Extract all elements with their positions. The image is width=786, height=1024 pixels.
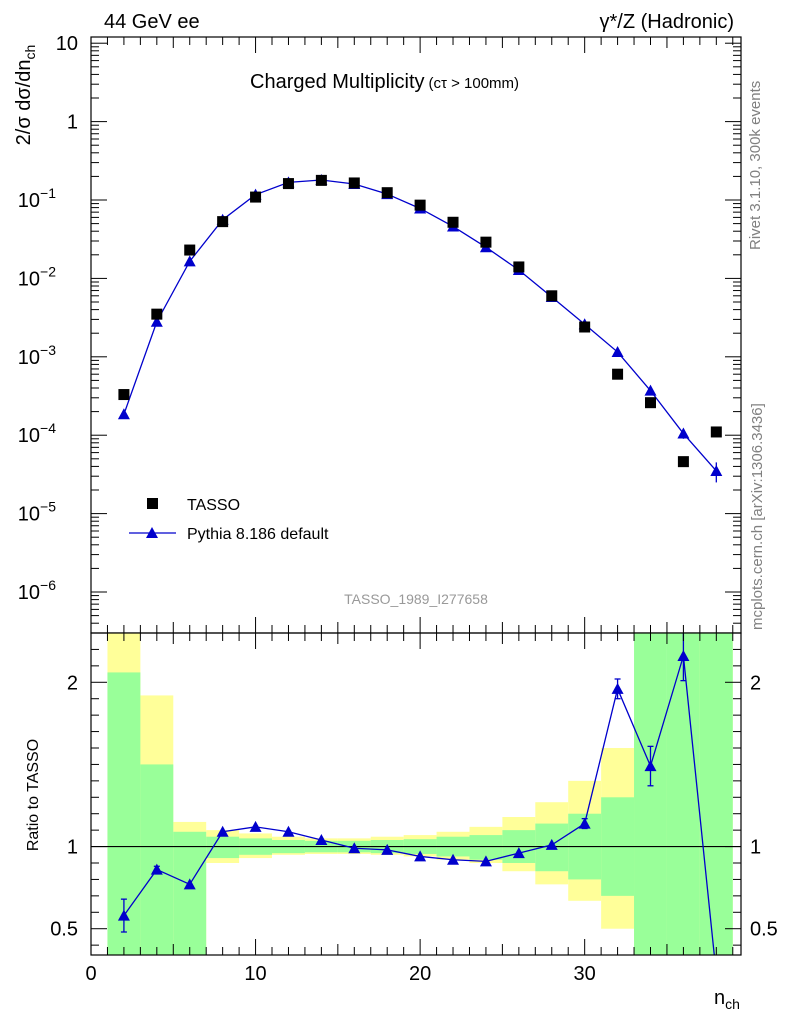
ratio-point <box>578 817 591 829</box>
ratio-band-green <box>699 633 733 955</box>
ratio-point <box>150 863 163 875</box>
legend-label-tasso: TASSO <box>187 497 240 514</box>
tasso-point <box>118 389 130 401</box>
tasso-point <box>151 308 163 320</box>
ratio-point <box>282 825 295 837</box>
main-y-tick-label: 10−1 <box>18 185 56 212</box>
side-label-bottom: mcplots.cern.ch [arXiv:1306.3436] <box>749 403 766 630</box>
main-title: Charged Multiplicity (cτ > 100mm) <box>250 71 519 93</box>
ratio-marks <box>91 633 741 955</box>
ratio-band-green <box>173 831 207 955</box>
tasso-point <box>447 216 459 228</box>
main-title-suffix: (cτ > 100mm) <box>429 75 520 92</box>
tasso-point <box>381 187 393 199</box>
main-y-tick-label: 10−4 <box>18 420 56 447</box>
main-panel: Charged Multiplicity (cτ > 100mm) TASSO_1… <box>13 33 742 634</box>
ratio-point <box>381 843 394 855</box>
ratio-point <box>183 878 196 890</box>
side-label-top: Rivet 3.1.10, 300k events <box>747 81 764 250</box>
ratio-band-green <box>140 764 174 955</box>
ratio-point <box>348 842 361 854</box>
x-tick-label: 30 <box>574 963 596 985</box>
tasso-point <box>546 290 558 302</box>
pythia-point <box>183 255 196 267</box>
legend-marker-tasso <box>147 498 158 509</box>
x-tick-label: 20 <box>409 963 431 985</box>
ratio-point <box>479 855 492 867</box>
tasso-point <box>348 177 360 189</box>
ratio-y-tick-label-left: 1 <box>67 837 78 859</box>
main-y-tick-label: 10−2 <box>18 263 56 290</box>
ratio-point <box>644 760 657 772</box>
main-title-text: Charged Multiplicity <box>250 71 425 93</box>
pythia-point <box>644 384 657 396</box>
ratio-point <box>414 850 427 862</box>
main-y-tick-label: 1 <box>67 112 78 134</box>
ratio-y-tick-label-right: 2 <box>750 672 761 694</box>
tasso-point <box>579 321 591 333</box>
ratio-ylabel: Ratio to TASSO <box>25 739 42 851</box>
tasso-point <box>414 199 426 211</box>
tasso-point <box>217 216 229 228</box>
ratio-bands <box>107 633 733 955</box>
legend-marker-pythia <box>146 527 158 538</box>
ratio-panel: 0.5 0.51 12 20 10 20 30 Ratio to TASSO nch <box>25 632 778 1012</box>
x-axis-label: nch <box>714 987 740 1012</box>
pythia-point <box>117 408 130 420</box>
tasso-point <box>612 368 624 380</box>
tasso-point <box>184 244 196 256</box>
ratio-band-green <box>666 633 700 955</box>
ratio-point <box>512 847 525 859</box>
ratio-point <box>677 650 690 661</box>
tasso-point <box>513 261 525 273</box>
header-right: γ*/Z (Hadronic) <box>600 11 734 33</box>
ratio-point <box>611 682 624 694</box>
x-tick-label: 0 <box>85 963 96 985</box>
ratio-axes: 0.5 0.51 12 20 10 20 30 <box>50 632 778 985</box>
main-axes: 10 1 10−1 10−2 10−3 10−4 10−5 10−6 <box>18 33 742 634</box>
x-tick-label: 10 <box>244 963 266 985</box>
pythia-point <box>611 346 624 358</box>
pythia-point <box>150 315 163 327</box>
ratio-band-green <box>206 836 240 859</box>
legend-label-pythia: Pythia 8.186 default <box>187 526 329 543</box>
pythia-point <box>710 464 723 476</box>
watermark: TASSO_1989_I277658 <box>344 591 488 607</box>
main-ylabel: 2/σ dσ/dnch <box>13 45 38 146</box>
ratio-point <box>249 820 262 832</box>
tasso-point <box>282 178 294 190</box>
pythia-point <box>677 427 690 439</box>
main-y-tick-label: 10−5 <box>18 499 56 526</box>
main-frame <box>90 36 742 634</box>
main-y-tick-label: 10−3 <box>18 342 56 369</box>
tasso-point <box>250 191 262 203</box>
ratio-y-tick-label-left: 2 <box>67 672 78 694</box>
tasso-point <box>677 456 689 468</box>
ratio-band-green <box>634 633 667 955</box>
ratio-point <box>545 838 558 850</box>
ratio-y-tick-label-right: 1 <box>750 837 761 859</box>
ratio-point <box>447 853 460 865</box>
main-marks <box>117 173 723 483</box>
main-y-tick-label: 10−6 <box>18 577 56 604</box>
tasso-point <box>315 174 327 186</box>
main-y-tick-label: 10 <box>56 33 78 55</box>
ratio-y-tick-label-right: 0.5 <box>750 919 778 941</box>
ratio-point <box>315 834 328 845</box>
ratio-point <box>216 825 229 837</box>
ratio-point <box>117 909 130 921</box>
legend: TASSO Pythia 8.186 default <box>129 497 329 543</box>
tasso-point <box>710 426 722 438</box>
pythia-line <box>123 179 717 472</box>
ratio-frame <box>90 632 742 956</box>
header-left: 44 GeV ee <box>104 11 200 33</box>
ratio-y-tick-label-left: 0.5 <box>50 919 78 941</box>
tasso-point <box>480 236 492 248</box>
tasso-point <box>644 397 656 409</box>
